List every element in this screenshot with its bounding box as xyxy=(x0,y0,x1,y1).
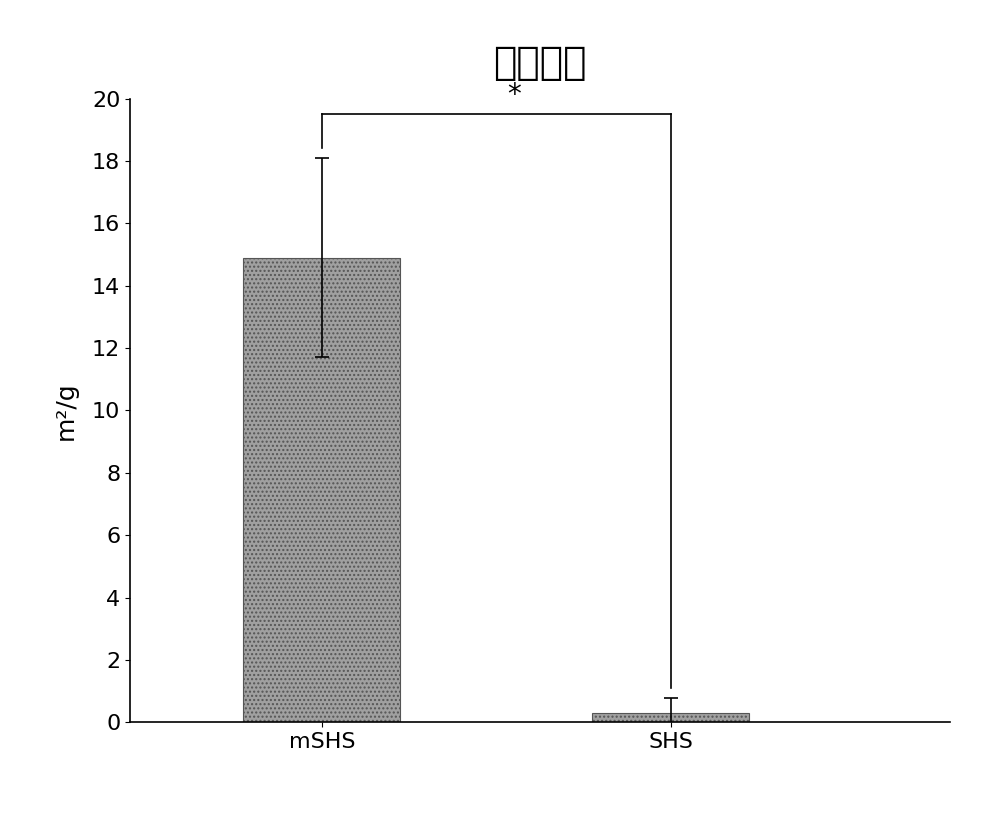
Bar xyxy=(243,258,400,722)
Title: 比表面积: 比表面积 xyxy=(493,44,587,81)
Bar xyxy=(592,713,749,722)
Y-axis label: m²/g: m²/g xyxy=(54,381,78,440)
Text: *: * xyxy=(507,81,521,109)
